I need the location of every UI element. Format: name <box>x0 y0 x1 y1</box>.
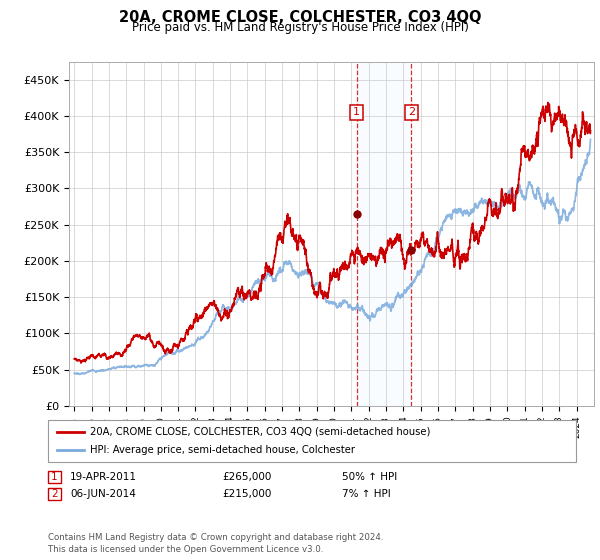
Text: £215,000: £215,000 <box>222 489 271 499</box>
Text: 50% ↑ HPI: 50% ↑ HPI <box>342 472 397 482</box>
Text: 2: 2 <box>51 489 58 499</box>
Text: 20A, CROME CLOSE, COLCHESTER, CO3 4QQ: 20A, CROME CLOSE, COLCHESTER, CO3 4QQ <box>119 10 481 25</box>
Bar <box>356 62 411 406</box>
Text: 20A, CROME CLOSE, COLCHESTER, CO3 4QQ (semi-detached house): 20A, CROME CLOSE, COLCHESTER, CO3 4QQ (s… <box>90 427 430 437</box>
Text: Contains HM Land Registry data © Crown copyright and database right 2024.
This d: Contains HM Land Registry data © Crown c… <box>48 533 383 554</box>
Text: 2: 2 <box>407 108 415 118</box>
Text: 06-JUN-2014: 06-JUN-2014 <box>70 489 136 499</box>
Text: Price paid vs. HM Land Registry's House Price Index (HPI): Price paid vs. HM Land Registry's House … <box>131 21 469 34</box>
Text: 7% ↑ HPI: 7% ↑ HPI <box>342 489 391 499</box>
Text: 1: 1 <box>51 472 58 482</box>
Text: £265,000: £265,000 <box>222 472 271 482</box>
Text: HPI: Average price, semi-detached house, Colchester: HPI: Average price, semi-detached house,… <box>90 445 355 455</box>
Text: 1: 1 <box>353 108 360 118</box>
Text: 19-APR-2011: 19-APR-2011 <box>70 472 137 482</box>
